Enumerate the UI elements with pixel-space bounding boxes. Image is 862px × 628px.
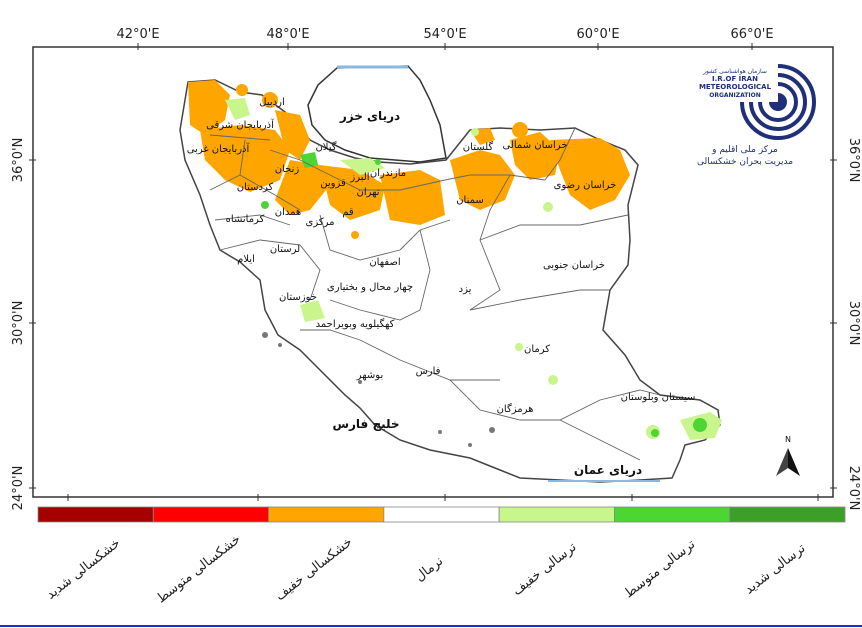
legend-swatch [383, 506, 500, 523]
legend-label: خشکسالی خفیف [273, 535, 356, 604]
province-label: یزد [459, 284, 472, 295]
legend-labels: خشکسالی شدید خشکسالی متوسط خشکسالی خفیف نرم… [44, 532, 809, 607]
oman-sea-label: دریای عمان [574, 463, 642, 477]
meteorological-logo: سازمان هواشناسی کشور I.R.OF IRAN METEORO… [697, 62, 816, 167]
province-label: سمنان [456, 195, 484, 206]
lat-tick-right-1: 36°0'N [846, 138, 861, 183]
province-label: زنجان [275, 164, 300, 175]
province-label: ایلام [237, 254, 255, 265]
province-label: آذربایجان غربی [187, 142, 251, 155]
legend-swatch [729, 506, 846, 523]
province-label: کردستان [237, 182, 274, 193]
lon-tick-2: 48°0'E [266, 27, 309, 42]
legend-swatch [268, 506, 385, 523]
legend-swatch [152, 506, 269, 523]
lat-tick-right-2: 30°0'N [846, 301, 861, 346]
caspian-label: دریای خزر [339, 109, 400, 123]
legend-label: ترسالی خفیف [510, 540, 580, 599]
lon-ticks-bottom [67, 494, 819, 501]
north-arrow-label: N [785, 435, 791, 444]
persian-gulf-label: خلیج فارس [332, 417, 399, 431]
lon-tick-5: 66°0'E [730, 27, 773, 42]
province-label: همدان [275, 207, 301, 218]
province-label: مازندران [370, 168, 406, 179]
legend-label: ترسالی متوسط [622, 537, 699, 602]
legend-swatch [498, 506, 615, 523]
province-label: اردبیل [259, 97, 284, 108]
province-label: لرستان [270, 244, 300, 255]
legend-label: نرمال [412, 554, 446, 585]
lat-ticks [29, 159, 837, 489]
province-label: البرز [349, 172, 369, 183]
lat-tick-right-3: 24°0'N [846, 466, 861, 511]
lon-ticks-top [137, 43, 753, 50]
province-label: سیستان وبلوستان [621, 392, 696, 403]
province-label: فارس [416, 366, 441, 377]
legend-bar [37, 506, 846, 523]
province-label: کرمان [524, 344, 550, 355]
province-label: قزوین [320, 178, 346, 189]
province-label: هرمزگان [497, 403, 534, 415]
province-label: قم [342, 207, 354, 218]
logo-line-1: سازمان هواشناسی کشور [702, 68, 767, 75]
legend-label: خشکسالی متوسط [154, 532, 244, 607]
province-label: تهران [356, 187, 379, 198]
province-label: کهگیلویه وبویراحمد [316, 318, 395, 330]
legend-swatch [614, 506, 731, 523]
caspian-sea [307, 65, 447, 163]
province-label: مرکزی [306, 217, 335, 228]
lat-tick-left-2: 30°0'N [11, 301, 26, 346]
legend-label: خشکسالی شدید [44, 536, 124, 603]
province-label: کرمانشاه [226, 214, 265, 225]
logo-caption-1: مرکز ملی اقلیم و [711, 145, 778, 155]
province-borders [209, 127, 661, 461]
province-label: آذربایجان شرقی [206, 118, 275, 131]
province-label: خراسان رضوی [554, 180, 617, 191]
north-arrow: N [776, 435, 800, 476]
drought-mild-patches [188, 80, 630, 239]
lon-tick-3: 54°0'E [423, 27, 466, 42]
coast-islands [262, 332, 495, 447]
province-label: خراسان شمالی [502, 140, 567, 151]
lon-tick-4: 60°0'E [576, 27, 619, 42]
province-label: اصفهان [369, 257, 400, 268]
legend-swatch [37, 506, 154, 523]
province-label: گیلان [315, 141, 336, 153]
lat-tick-left-1: 36°0'N [11, 138, 26, 183]
province-label: بوشهر [356, 370, 383, 381]
logo-line-3: METEOROLOGICAL [699, 83, 772, 91]
logo-caption-2: مدیریت بحران خشکسالی [697, 157, 793, 167]
province-label: خوزستان [279, 292, 317, 303]
lon-tick-1: 42°0'E [116, 27, 159, 42]
province-label: خراسان جنوبی [543, 260, 605, 271]
logo-line-2: I.R.OF IRAN [712, 75, 758, 83]
legend-label: ترسالی شدید [742, 541, 809, 598]
province-label: چهار محال و بختیاری [327, 282, 413, 293]
logo-line-4: ORGANIZATION [709, 92, 761, 99]
wet-moderate-patches [261, 152, 707, 437]
province-label: گلستان [463, 141, 494, 153]
lat-tick-left-3: 24°0'N [11, 466, 26, 511]
